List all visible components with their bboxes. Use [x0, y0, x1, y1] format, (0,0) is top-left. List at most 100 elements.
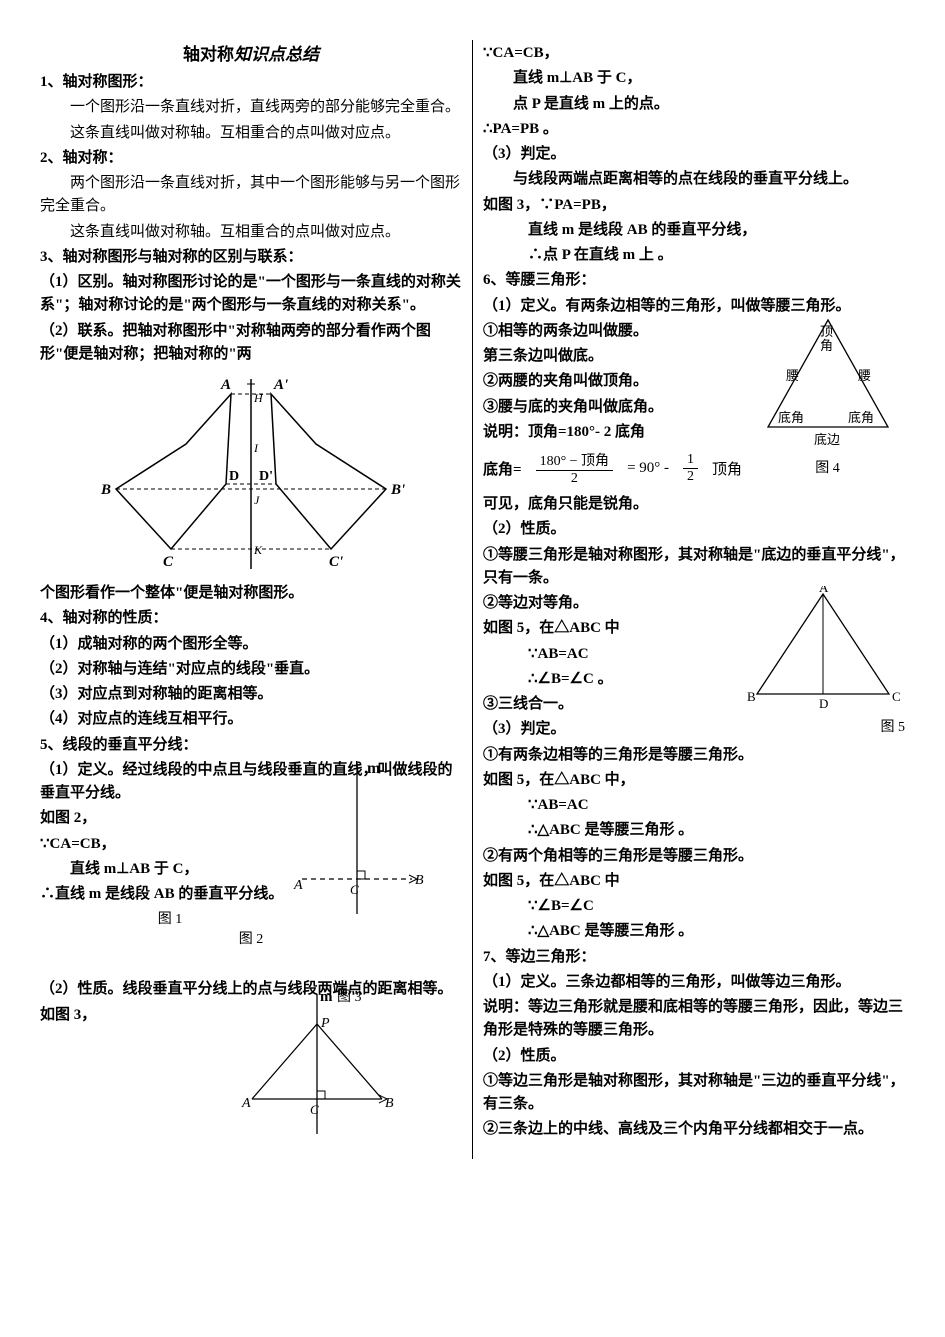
s1-b: 这条直线叫做对称轴。互相重合的点叫做对应点。: [40, 122, 462, 145]
section5-block: m A B C （1）定义。经过线段的中点且与线段垂直的直线，叫做线段的垂直平分…: [40, 759, 462, 949]
svg-text:m: m: [367, 760, 381, 777]
svg-text:腰: 腰: [786, 368, 799, 383]
fig5-block: A B C D 图 5 ②等边对等角。 如图 5，在△ABC 中 ∵AB=AC …: [483, 592, 905, 716]
r2: 直线 m⊥AB 于 C，: [483, 67, 905, 90]
right-column: ∵CA=CB， 直线 m⊥AB 于 C， 点 P 是直线 m 上的点。 ∴PA=…: [473, 40, 915, 1159]
s3-c: 个图形看作一个整体"便是轴对称图形。: [40, 582, 462, 605]
s2-head: 2、轴对称：: [40, 147, 462, 170]
r4: ∴PA=PB 。: [483, 118, 905, 141]
frac1-den: 2: [536, 471, 614, 487]
diagram-perp-bisector-fig2: m A B C: [262, 759, 462, 919]
svg-text:底角: 底角: [848, 410, 874, 425]
frac2-den: 2: [683, 469, 698, 485]
svg-text:J: J: [254, 493, 260, 507]
s3-b: （2）联系。把轴对称图形中"对称轴两旁的部分看作两个图形"便是轴对称；把轴对称的…: [40, 320, 462, 367]
frac-2: 1 2: [683, 452, 698, 485]
r6: 与线段两端点距离相等的点在线段的垂直平分线上。: [483, 168, 905, 191]
svg-text:D': D': [259, 469, 273, 484]
svg-text:m: m: [320, 989, 333, 1005]
s6-i: （2）性质。: [483, 518, 905, 541]
svg-text:K: K: [253, 543, 263, 557]
s6-s: ∵AB=AC: [483, 794, 905, 817]
diagram-symmetric-pentagons: A A' B B' C C' D D' H I J K: [81, 374, 421, 574]
fig3-label-inline: 图 3: [337, 990, 362, 1005]
diagram-isoceles-fig4: 顶 角 腰 腰 底角 底角 底边 图 4: [750, 312, 905, 477]
s7-d: ①等边三角形是轴对称图形，其对称轴是"三边的垂直平分线"，有三条。: [483, 1070, 905, 1117]
svg-text:C: C: [892, 689, 901, 704]
frac1-num: 180° − 顶角: [536, 450, 614, 471]
s4-head: 4、轴对称的性质：: [40, 607, 462, 630]
r9: ∴点 P 在直线 m 上 。: [483, 244, 905, 267]
r5: （3）判定。: [483, 143, 905, 166]
s7-b: 说明：等边三角形就是腰和底相等的等腰三角形，因此，等边三角形是特殊的等腰三角形。: [483, 996, 905, 1043]
s4-b: （2）对称轴与连结"对应点的线段"垂直。: [40, 658, 462, 681]
svg-text:C': C': [329, 554, 343, 570]
s6-g-mid: = 90° -: [627, 460, 669, 477]
r7: 如图 3，∵PA=PB，: [483, 194, 905, 217]
s6-g-post: 顶角: [712, 458, 742, 479]
s7-head: 7、等边三角形：: [483, 946, 905, 969]
svg-text:P: P: [320, 1016, 330, 1031]
s4-c: （3）对应点到对称轴的距离相等。: [40, 683, 462, 706]
left-column: 轴对称知识点总结 1、轴对称图形： 一个图形沿一条直线对折，直线两旁的部分能够完…: [30, 40, 473, 1159]
s6-head: 6、等腰三角形：: [483, 269, 905, 292]
diagram-isoceles-fig5: A B C D 图 5: [745, 586, 905, 736]
svg-text:底边: 底边: [814, 432, 840, 447]
title-sub: 知识点总结: [234, 45, 319, 64]
s3-a: （1）区别。轴对称图形讨论的是"一个图形与一条直线的对称关系"；轴对称讨论的是"…: [40, 271, 462, 318]
s6-t: ∴△ABC 是等腰三角形 。: [483, 819, 905, 842]
s6-q: ①有两条边相等的三角形是等腰三角形。: [483, 744, 905, 767]
svg-text:D: D: [229, 469, 239, 484]
s6-u: ②有两个角相等的三角形是等腰三角形。: [483, 845, 905, 868]
svg-text:底角: 底角: [778, 410, 804, 425]
svg-text:角: 角: [820, 338, 833, 353]
pentagon-svg: A A' B B' C C' D D' H I J K: [81, 374, 421, 574]
s6-v: 如图 5，在△ABC 中: [483, 870, 905, 893]
s2-b: 这条直线叫做对称轴。互相重合的点叫做对应点。: [40, 221, 462, 244]
svg-text:腰: 腰: [858, 368, 871, 383]
svg-text:A': A': [273, 377, 288, 393]
diagram-perp-bisector-fig3: m 图 3 P A B C: [222, 989, 422, 1139]
s5-head: 5、线段的垂直平分线：: [40, 734, 462, 757]
s7-a: （1）定义。三条边都相等的三角形，叫做等边三角形。: [483, 971, 905, 994]
svg-text:顶: 顶: [820, 324, 833, 339]
svg-text:B: B: [747, 689, 756, 704]
s6-w: ∵∠B=∠C: [483, 895, 905, 918]
svg-text:H: H: [253, 391, 264, 405]
s6-x: ∴△ABC 是等腰三角形 。: [483, 920, 905, 943]
svg-text:B': B': [390, 482, 405, 498]
frac-1: 180° − 顶角 2: [536, 450, 614, 487]
s6-r: 如图 5，在△ABC 中，: [483, 769, 905, 792]
svg-text:C: C: [163, 554, 174, 570]
r1: ∵CA=CB，: [483, 42, 905, 65]
svg-text:A: A: [293, 878, 303, 893]
isoceles-block: 顶 角 腰 腰 底角 底角 底边 图 4 ①相等的两条边叫做腰。 第三条边叫做底…: [483, 320, 905, 487]
fig5-label: 图 5: [745, 716, 905, 736]
s6-h: 可见，底角只能是锐角。: [483, 493, 905, 516]
s1-a: 一个图形沿一条直线对折，直线两旁的部分能够完全重合。: [40, 96, 462, 119]
svg-text:I: I: [253, 441, 259, 455]
s1-head: 1、轴对称图形：: [40, 71, 462, 94]
s3-head: 3、轴对称图形与轴对称的区别与联系：: [40, 246, 462, 269]
s4-a: （1）成轴对称的两个图形全等。: [40, 633, 462, 656]
svg-text:C: C: [310, 1102, 319, 1117]
s2-a: 两个图形沿一条直线对折，其中一个图形能够与另一个图形完全重合。: [40, 172, 462, 219]
s6-g-pre: 底角=: [483, 458, 522, 479]
svg-text:B: B: [100, 482, 111, 498]
page-title: 轴对称知识点总结: [40, 40, 462, 65]
s7-c: （2）性质。: [483, 1045, 905, 1068]
svg-text:C: C: [350, 882, 359, 897]
svg-text:A: A: [220, 377, 231, 393]
svg-text:B: B: [415, 873, 424, 888]
title-main: 轴对称: [183, 45, 234, 64]
r3: 点 P 是直线 m 上的点。: [483, 93, 905, 116]
s7-e: ②三条边上的中线、高线及三个内角平分线都相交于一点。: [483, 1118, 905, 1141]
fig3-block: 如图 3， m 图 3 P A B C: [40, 1004, 462, 1159]
svg-text:A: A: [819, 586, 829, 595]
svg-text:D: D: [819, 696, 828, 711]
s6-j: ①等腰三角形是轴对称图形，其对称轴是"底边的垂直平分线"，只有一条。: [483, 544, 905, 591]
fig1-label: 图 1: [40, 908, 300, 928]
frac2-num: 1: [683, 452, 698, 469]
fig2-label: 图 2: [40, 928, 462, 948]
svg-text:A: A: [241, 1096, 251, 1111]
